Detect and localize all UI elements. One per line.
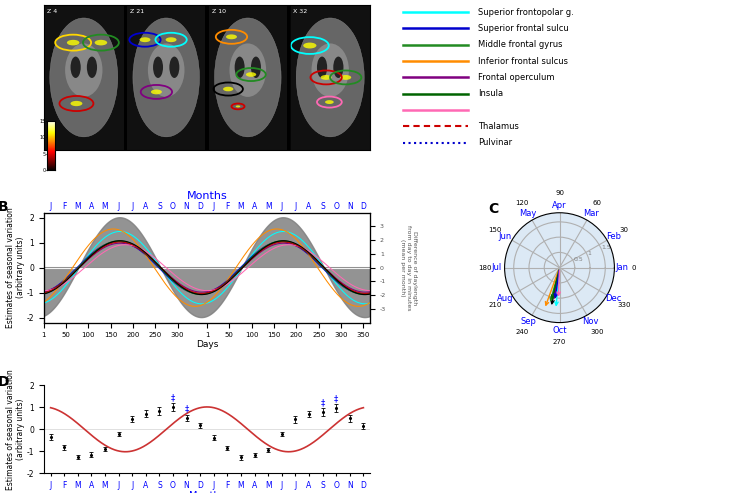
Ellipse shape [153, 57, 163, 78]
Text: Dec: Dec [605, 294, 622, 303]
Point [194, 422, 206, 429]
Point [276, 430, 288, 438]
Circle shape [325, 100, 334, 104]
Circle shape [166, 37, 177, 42]
Ellipse shape [169, 57, 180, 78]
Circle shape [303, 42, 316, 48]
Text: D: D [0, 375, 9, 389]
Ellipse shape [50, 18, 118, 137]
Circle shape [95, 40, 107, 45]
Ellipse shape [148, 43, 185, 97]
Circle shape [71, 101, 82, 106]
Point [181, 414, 193, 422]
Ellipse shape [334, 57, 344, 78]
Text: C: C [488, 202, 499, 216]
Point [58, 443, 70, 451]
Ellipse shape [215, 18, 281, 137]
Text: Jan: Jan [615, 263, 629, 272]
Text: ‡: ‡ [320, 398, 325, 407]
Point [290, 416, 301, 423]
Circle shape [223, 87, 234, 91]
Ellipse shape [65, 43, 102, 97]
Ellipse shape [229, 43, 266, 97]
Ellipse shape [87, 57, 97, 78]
Point [112, 430, 124, 438]
X-axis label: Months: Months [189, 492, 225, 493]
Text: Jul: Jul [492, 263, 502, 272]
Text: Superior frontal sulcu: Superior frontal sulcu [478, 24, 569, 33]
Text: Aug: Aug [497, 294, 514, 303]
Point [72, 453, 84, 461]
Ellipse shape [133, 18, 199, 137]
Text: X 32: X 32 [293, 9, 308, 14]
Point [99, 445, 111, 453]
Text: ‡: ‡ [185, 404, 189, 413]
Text: Oct: Oct [553, 326, 566, 335]
Bar [291, 5, 370, 150]
Circle shape [340, 75, 351, 80]
Point [126, 415, 138, 423]
Text: Jun: Jun [499, 232, 512, 241]
Text: Apr: Apr [552, 201, 566, 210]
X-axis label: Days: Days [196, 340, 218, 349]
Text: Feb: Feb [606, 232, 621, 241]
Point [235, 454, 247, 461]
Point [167, 403, 179, 411]
Point [358, 422, 369, 430]
Point [140, 410, 152, 418]
Text: Z 4: Z 4 [47, 9, 58, 14]
Point [208, 434, 220, 442]
Point [262, 446, 274, 454]
Circle shape [320, 75, 331, 80]
Text: Mar: Mar [583, 209, 599, 218]
Ellipse shape [234, 57, 245, 78]
Text: A: A [18, 0, 28, 2]
Text: Sep: Sep [520, 317, 536, 326]
Ellipse shape [71, 57, 81, 78]
Text: ‡: ‡ [334, 394, 338, 403]
Text: May: May [520, 209, 537, 218]
Text: Z 21: Z 21 [130, 9, 145, 14]
Text: Thalamus: Thalamus [478, 122, 519, 131]
Ellipse shape [296, 18, 364, 137]
Point [222, 444, 234, 452]
Y-axis label: Estimates of seasonal variation
(arbitrary units): Estimates of seasonal variation (arbitra… [6, 369, 26, 490]
Text: Pulvinar: Pulvinar [478, 138, 512, 147]
Y-axis label: Difference of daylength
from day to day in minutes
(mean per month): Difference of daylength from day to day … [400, 225, 417, 311]
Text: Frontal operculum: Frontal operculum [478, 73, 554, 82]
Text: Superior frontopolar g.: Superior frontopolar g. [478, 8, 574, 17]
Text: ‡: ‡ [171, 393, 175, 402]
Bar [127, 5, 205, 150]
Text: Insula: Insula [478, 89, 503, 98]
Ellipse shape [317, 57, 327, 78]
Text: Nov: Nov [583, 317, 599, 326]
Point [344, 415, 356, 423]
Point [85, 451, 97, 458]
Bar [209, 5, 287, 150]
Circle shape [226, 35, 237, 39]
Point [249, 451, 261, 459]
Point [317, 408, 328, 416]
Circle shape [67, 40, 80, 45]
Y-axis label: Estimates of seasonal variation
(arbitrary units): Estimates of seasonal variation (arbitra… [6, 207, 26, 328]
Point [303, 410, 315, 418]
Ellipse shape [251, 57, 261, 78]
Bar [44, 5, 124, 150]
Circle shape [236, 106, 240, 107]
Ellipse shape [312, 43, 349, 97]
Text: Z 10: Z 10 [212, 9, 226, 14]
Circle shape [139, 37, 150, 42]
Text: Inferior frontal sulcus: Inferior frontal sulcus [478, 57, 568, 66]
Circle shape [246, 72, 256, 77]
Point [331, 404, 342, 412]
Text: B: B [0, 200, 9, 213]
Circle shape [151, 90, 162, 94]
Point [153, 407, 165, 415]
Text: Middle frontal gyrus: Middle frontal gyrus [478, 40, 562, 49]
Point [45, 433, 56, 441]
Title: Months: Months [187, 191, 227, 201]
